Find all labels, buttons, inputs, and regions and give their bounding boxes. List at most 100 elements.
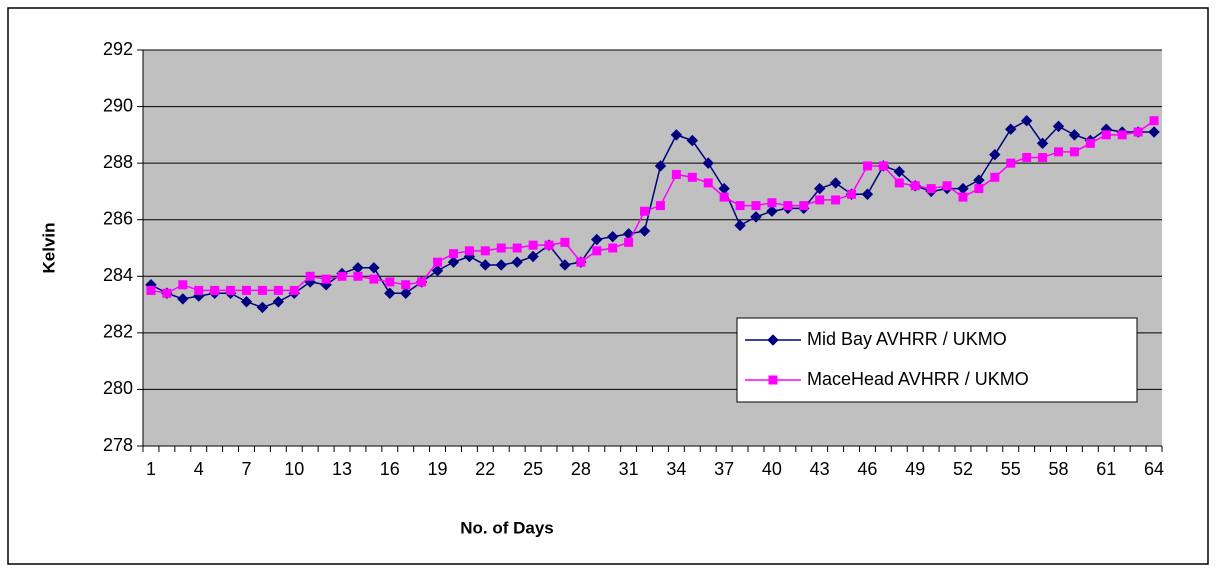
x-tick-label: 10: [284, 459, 304, 479]
legend: [736, 317, 1138, 403]
marker: [831, 195, 841, 205]
marker: [512, 243, 522, 253]
marker: [1069, 147, 1079, 157]
marker: [687, 172, 697, 182]
marker: [942, 181, 952, 191]
marker: [240, 296, 253, 308]
marker: [495, 259, 507, 271]
marker: [989, 148, 1001, 161]
x-tick-label: 37: [714, 459, 734, 479]
marker: [1149, 116, 1159, 126]
marker: [606, 230, 619, 243]
y-tick-label: 284: [103, 265, 133, 285]
marker: [735, 201, 745, 211]
marker: [448, 249, 458, 259]
marker: [768, 375, 778, 385]
marker: [321, 274, 331, 284]
marker: [210, 285, 220, 295]
y-tick-label: 280: [103, 378, 133, 398]
legend-label: Mid Bay AVHRR / UKMO: [807, 329, 1007, 349]
marker: [257, 285, 267, 295]
series-line: [150, 120, 1155, 295]
marker: [337, 271, 347, 281]
marker: [654, 160, 667, 172]
marker: [910, 181, 920, 191]
x-tick-label: 16: [380, 459, 400, 479]
y-tick-label: 278: [103, 435, 133, 455]
marker: [272, 296, 285, 308]
marker: [1148, 126, 1160, 138]
x-tick-label: 52: [953, 459, 973, 479]
marker: [686, 134, 699, 147]
marker: [384, 287, 396, 299]
marker: [719, 192, 729, 202]
marker: [273, 285, 283, 295]
x-tick-label: 46: [857, 459, 877, 479]
marker: [878, 161, 888, 171]
marker: [799, 201, 809, 211]
marker: [734, 219, 746, 232]
marker: [177, 293, 189, 305]
x-tick-label: 49: [905, 459, 925, 479]
marker: [958, 192, 968, 202]
marker: [670, 129, 683, 141]
y-tick-label: 288: [103, 152, 133, 172]
marker: [815, 195, 825, 205]
x-tick-label: 43: [810, 459, 830, 479]
marker: [194, 285, 204, 295]
marker: [447, 256, 460, 268]
marker: [893, 165, 905, 178]
y-tick-label: 282: [103, 322, 133, 342]
x-tick-label: 1: [146, 459, 156, 479]
marker: [560, 237, 570, 247]
marker: [926, 184, 936, 194]
y-tick-label: 290: [103, 95, 133, 115]
marker: [894, 178, 904, 188]
marker: [829, 177, 842, 189]
marker: [1005, 123, 1017, 135]
y-tick-label: 292: [103, 39, 133, 59]
marker: [256, 301, 269, 314]
marker: [353, 271, 363, 281]
x-tick-label: 28: [571, 459, 591, 479]
marker: [767, 198, 777, 208]
x-tick-label: 40: [762, 459, 782, 479]
marker: [703, 178, 713, 188]
marker: [289, 285, 299, 295]
marker: [464, 246, 474, 256]
marker: [528, 240, 538, 250]
x-tick-label: 55: [1001, 459, 1021, 479]
marker: [655, 201, 665, 211]
x-tick-label: 31: [619, 459, 639, 479]
marker: [178, 280, 188, 290]
x-axis-title: No. of Days: [460, 518, 554, 537]
y-tick-label: 286: [103, 208, 133, 228]
x-tick-label: 58: [1048, 459, 1068, 479]
x-tick-label: 64: [1144, 459, 1164, 479]
marker: [1038, 152, 1048, 162]
marker: [592, 246, 602, 256]
marker: [847, 189, 857, 199]
x-tick-label: 4: [194, 459, 204, 479]
marker: [1052, 120, 1065, 133]
series: [146, 116, 1159, 298]
marker: [974, 184, 984, 194]
marker: [1036, 137, 1049, 150]
marker: [479, 259, 492, 271]
x-tick-label: 25: [523, 459, 543, 479]
marker: [496, 243, 506, 253]
marker: [1117, 130, 1127, 140]
marker: [400, 287, 412, 299]
marker: [480, 246, 490, 256]
x-tick-label: 22: [475, 459, 495, 479]
x-tick-label: 7: [241, 459, 251, 479]
marker: [671, 169, 681, 179]
legend-label: MaceHead AVHRR / UKMO: [807, 369, 1029, 389]
marker: [417, 277, 427, 287]
marker: [433, 257, 443, 267]
marker: [861, 188, 874, 200]
marker: [1006, 158, 1016, 168]
marker: [369, 274, 379, 284]
marker: [751, 201, 761, 211]
